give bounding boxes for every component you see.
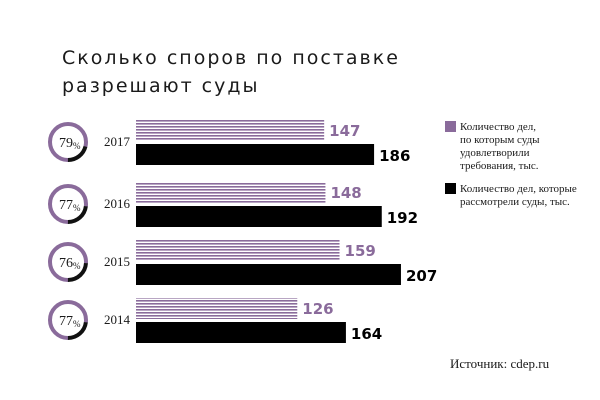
gauge-percent-label: 77% — [59, 314, 81, 329]
gauge-percent-label: 76% — [59, 256, 81, 271]
bar-reviewed — [136, 264, 401, 285]
gauge-remainder-arc — [48, 300, 88, 340]
bar-satisfied — [136, 182, 326, 203]
gauge-percent-label: 77% — [59, 198, 81, 213]
legend-label-line: требования, тыс. — [460, 160, 539, 172]
chart-title-line-1: Сколько споров по поставке — [62, 47, 400, 69]
chart-title-line-2: разрешают суды — [62, 75, 260, 97]
year-label: 2016 — [104, 196, 131, 211]
legend-label-line: Количество дел, которые — [460, 183, 577, 195]
legend-label-line: Количество дел, — [460, 121, 536, 133]
legend-label-line: по которым суды — [460, 134, 540, 146]
value-label-satisfied: 148 — [330, 184, 361, 202]
percent-sign: % — [73, 261, 81, 271]
bar-satisfied — [136, 298, 298, 319]
value-label-reviewed: 164 — [351, 325, 382, 343]
source-note: Источник: cdep.ru — [450, 356, 550, 371]
value-label-reviewed: 207 — [406, 267, 437, 285]
bar-reviewed — [136, 206, 382, 227]
gauge-percent-label: 79% — [59, 136, 81, 151]
year-label: 2014 — [104, 312, 131, 327]
legend-swatch — [445, 121, 456, 132]
value-label-reviewed: 186 — [379, 147, 410, 165]
value-label-satisfied: 147 — [329, 122, 360, 140]
percent-sign: % — [73, 319, 81, 329]
bar-satisfied — [136, 120, 325, 141]
year-label: 2015 — [104, 254, 130, 269]
bar-reviewed — [136, 144, 375, 165]
legend-label-line: удовлетворили — [460, 147, 530, 159]
chart-row: 126 164 2014 77% — [48, 298, 382, 343]
value-label-satisfied: 126 — [302, 300, 333, 318]
bar-satisfied — [136, 240, 340, 261]
chart-row: 148 192 2016 77% — [48, 182, 418, 227]
legend-label-line: рассмотрели суды, тыс. — [460, 196, 570, 208]
value-label-reviewed: 192 — [387, 209, 418, 227]
bar-reviewed — [136, 322, 346, 343]
percent-sign: % — [73, 203, 81, 213]
chart-row: 159 207 2015 76% — [48, 240, 437, 285]
legend-item: Количество дел,по которым судыудовлетвор… — [445, 121, 540, 172]
percent-sign: % — [73, 141, 81, 151]
chart-row: 147 186 2017 79% — [48, 120, 410, 165]
value-label-satisfied: 159 — [345, 242, 376, 260]
chart-title: Сколько споров по поставке разрешают суд… — [62, 44, 400, 100]
year-label: 2017 — [104, 134, 131, 149]
legend: Количество дел,по которым судыудовлетвор… — [445, 121, 577, 208]
gauge-remainder-arc — [48, 184, 88, 224]
gauge-remainder-arc — [48, 122, 88, 162]
legend-swatch — [445, 183, 456, 194]
gauge-remainder-arc — [48, 242, 88, 282]
